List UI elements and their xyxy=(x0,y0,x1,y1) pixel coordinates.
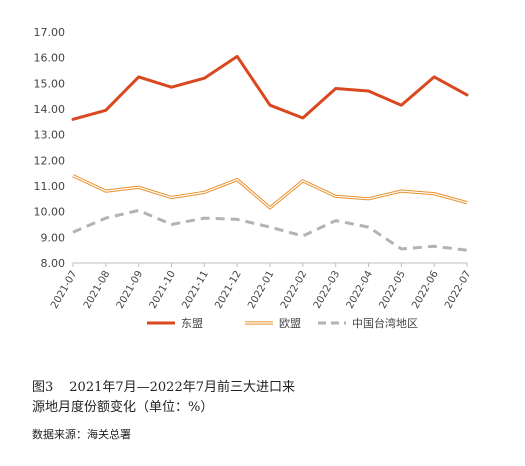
legend-item: 欧盟 xyxy=(245,317,301,330)
legend-item: 中国台湾地区 xyxy=(318,316,418,330)
x-tick-label: 2022-01 xyxy=(246,269,276,311)
x-tick-label: 2022-04 xyxy=(345,269,375,311)
series-layer xyxy=(71,54,469,252)
y-tick-label: 16.00 xyxy=(34,52,66,65)
y-tick-label: 9.00 xyxy=(41,231,66,244)
y-tick-label: 13.00 xyxy=(34,129,66,142)
data-source: 数据来源：海关总署 xyxy=(32,428,131,441)
x-tick-label: 2022-06 xyxy=(410,269,440,311)
series-line-3 xyxy=(72,208,468,252)
x-tick-label: 2022-05 xyxy=(378,269,408,311)
legend-label: 中国台湾地区 xyxy=(352,316,418,330)
x-tick-label: 2021-07 xyxy=(49,269,79,311)
x-tick-label: 2021-11 xyxy=(181,269,211,311)
x-tick-label: 2021-09 xyxy=(115,269,145,311)
y-tick-label: 10.00 xyxy=(34,206,66,219)
caption-line-2: 源地月度份额变化（单位：%） xyxy=(32,400,214,415)
series-line-2 xyxy=(72,174,468,210)
y-axis: 8.00 9.00 10.00 11.00 12.00 13.00 14.00 15.00 16… xyxy=(34,26,66,270)
legend-item: 东盟 xyxy=(147,317,203,330)
y-tick-label: 17.00 xyxy=(34,26,66,39)
legend-label: 欧盟 xyxy=(279,317,301,330)
y-tick-label: 15.00 xyxy=(34,77,66,90)
x-tick-label: 2022-07 xyxy=(443,269,473,311)
y-tick-label: 12.00 xyxy=(34,154,66,167)
y-tick-label: 14.00 xyxy=(34,103,66,116)
y-tick-label: 8.00 xyxy=(41,257,66,270)
series-path-inner xyxy=(72,175,468,209)
series-path xyxy=(72,208,468,252)
x-tick-label: 2022-03 xyxy=(312,269,342,311)
figure-number: 图3 xyxy=(32,380,54,395)
legend-label: 东盟 xyxy=(181,317,203,330)
legend: 东盟 欧盟 中国台湾地区 xyxy=(147,316,418,330)
x-tick-label: 2021-10 xyxy=(148,269,178,311)
caption-line-1: 2021年7月—2022年7月前三大进口来 xyxy=(69,380,295,395)
line-chart: 8.00 9.00 10.00 11.00 12.00 13.00 14.00 15.00 16… xyxy=(34,26,474,330)
series-path xyxy=(71,54,469,121)
x-tick-label: 2022-02 xyxy=(279,269,309,311)
x-tick-label: 2021-12 xyxy=(213,269,243,311)
x-axis: 2021-07 2021-08 2021-09 2021-10 2021-11 2021-… xyxy=(49,262,474,311)
y-tick-label: 11.00 xyxy=(34,180,66,193)
figure-caption: 图3 2021年7月—2022年7月前三大进口来 源地月度份额变化（单位：%） xyxy=(32,378,295,418)
series-line-1 xyxy=(71,54,469,121)
x-tick-label: 2021-08 xyxy=(82,269,112,311)
